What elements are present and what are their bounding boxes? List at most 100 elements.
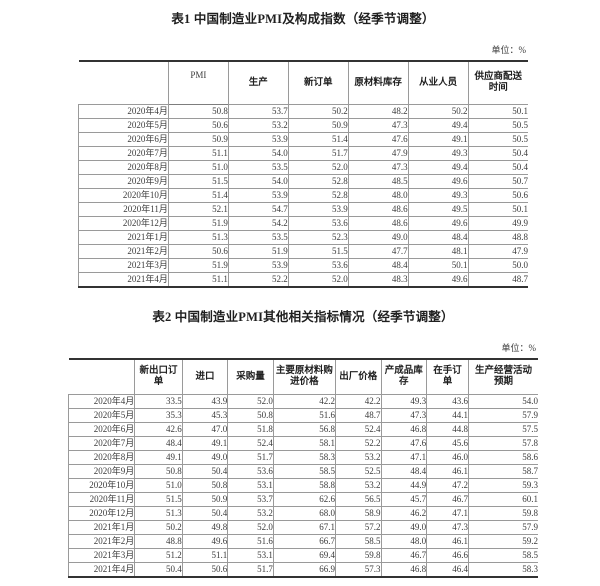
table-2-column-header-input-prices-label: 主要原材料购进价格	[275, 366, 333, 387]
table-1-column-header-production: 生产	[227, 60, 289, 105]
table-cell-value: 51.0	[167, 160, 229, 175]
row-month-label: 2020年5月	[67, 408, 136, 423]
table-cell-value: 44.9	[380, 478, 428, 493]
table-2-column-header-purchase-volume: 采购量	[227, 358, 274, 395]
row-month-label: 2020年8月	[67, 450, 136, 465]
table-cell-value: 46.0	[426, 450, 469, 465]
table-cell-value: 59.2	[467, 534, 538, 549]
table-2: 新出口订单 进口 采购量 主要原材料购进价格 出厂价格 产成	[67, 358, 538, 578]
table-cell-value: 53.9	[227, 132, 289, 147]
table-cell-value: 53.2	[227, 506, 274, 521]
table-row: 2020年10月 51.4 53.9 52.8 48.0 49.3 50.6	[78, 188, 528, 203]
table-cell-value: 46.1	[426, 534, 469, 549]
table-cell-value: 53.6	[227, 464, 274, 479]
table-cell-value: 46.2	[380, 506, 428, 521]
table-cell-value: 47.0	[181, 422, 229, 437]
table-cell-value: 48.4	[134, 436, 183, 451]
table-cell-value: 44.8	[426, 422, 469, 437]
table-cell-value: 53.1	[227, 478, 274, 493]
table-cell-value: 68.0	[272, 506, 336, 521]
table-cell-value: 56.5	[334, 492, 382, 507]
table-cell-value: 52.0	[227, 394, 274, 409]
table-cell-value: 47.7	[347, 244, 409, 259]
table-2-column-header-business-expectations: 生产经营活动预期	[467, 358, 538, 395]
table-cell-value: 50.8	[181, 478, 229, 493]
table-cell-value: 54.0	[227, 146, 289, 161]
table-1-column-header-raw-material-inventory-label: 原材料库存	[354, 77, 402, 88]
table-cell-value: 60.1	[467, 492, 538, 507]
table-cell-value: 50.4	[181, 506, 229, 521]
table-cell-value: 50.1	[467, 104, 528, 119]
table-2-column-header-new-export-orders: 新出口订单	[134, 358, 183, 395]
table-cell-value: 46.7	[380, 548, 428, 563]
table-cell-value: 50.6	[181, 562, 229, 578]
table-cell-value: 58.3	[272, 450, 336, 465]
table-2-column-header-finished-goods-inventory: 产成品库存	[380, 358, 428, 395]
table-cell-value: 52.8	[287, 174, 349, 189]
table-cell-value: 33.5	[134, 394, 183, 409]
table-cell-value: 58.6	[467, 450, 538, 465]
table-cell-value: 49.3	[380, 394, 428, 409]
table-cell-value: 51.9	[167, 216, 229, 231]
table-cell-value: 48.7	[334, 408, 382, 423]
table-row: 2020年10月 51.0 50.8 53.1 58.8 53.2 44.9 47.2 59.3	[67, 478, 538, 493]
table-2-column-header-output-prices: 出厂价格	[334, 358, 382, 395]
table-cell-value: 46.6	[426, 548, 469, 563]
table-cell-value: 50.5	[467, 132, 528, 147]
table-1-header-row: PMI 生产 新订单 原材料库存 从业人员 供应商配送时间	[78, 60, 528, 105]
row-month-label: 2020年4月	[67, 394, 136, 409]
table-cell-value: 48.6	[347, 202, 409, 217]
table-cell-value: 43.6	[426, 394, 469, 409]
table-cell-value: 49.0	[347, 230, 409, 245]
table-cell-value: 47.6	[347, 132, 409, 147]
table-cell-value: 42.6	[134, 422, 183, 437]
table-cell-value: 51.9	[227, 244, 289, 259]
row-month-label: 2020年5月	[78, 118, 169, 133]
table-cell-value: 47.1	[426, 506, 469, 521]
table-1-header: PMI 生产 新订单 原材料库存 从业人员 供应商配送时间	[78, 60, 528, 105]
table-2-unit-label: 单位：%	[501, 343, 537, 353]
table-cell-value: 46.7	[426, 492, 469, 507]
table-cell-value: 53.1	[227, 548, 274, 563]
table-cell-value: 48.0	[347, 188, 409, 203]
table-cell-value: 53.2	[334, 478, 382, 493]
table-cell-value: 57.3	[334, 562, 382, 578]
row-month-label: 2020年10月	[78, 188, 169, 203]
table-1-column-header-new-orders-label: 新订单	[303, 77, 333, 88]
table-cell-value: 58.3	[467, 562, 538, 578]
row-month-label: 2020年11月	[67, 492, 136, 507]
table-cell-value: 49.1	[407, 132, 469, 147]
table-row: 2020年12月 51.9 54.2 53.6 48.6 49.6 49.9	[78, 216, 528, 231]
table-2-column-header-business-expectations-label: 生产经营活动预期	[474, 366, 532, 387]
row-month-label: 2020年12月	[67, 506, 136, 521]
table-cell-value: 49.1	[134, 450, 183, 465]
table-cell-value: 48.3	[347, 272, 409, 288]
table-cell-value: 50.9	[181, 492, 229, 507]
table-cell-value: 59.8	[334, 548, 382, 563]
table-cell-value: 58.8	[272, 478, 336, 493]
table-cell-value: 59.3	[467, 478, 538, 493]
table-cell-value: 51.6	[272, 408, 336, 423]
table-2-column-header-purchase-volume-label: 采购量	[236, 371, 265, 382]
table-cell-value: 56.8	[272, 422, 336, 437]
table-cell-value: 50.4	[467, 160, 528, 175]
table-1-column-header-employment: 从业人员	[407, 60, 469, 105]
table-cell-value: 52.4	[334, 422, 382, 437]
table-row: 2021年4月 51.1 52.2 52.0 48.3 49.6 48.7	[78, 272, 528, 288]
row-month-label: 2021年3月	[67, 548, 136, 563]
table-cell-value: 54.2	[227, 216, 289, 231]
table-cell-value: 48.0	[380, 534, 428, 549]
table-cell-value: 50.1	[467, 202, 528, 217]
table-row: 2020年5月 35.3 45.3 50.8 51.6 48.7 47.3 44.1 57.9	[67, 408, 538, 423]
table-1-column-header-supplier-delivery-time: 供应商配送时间	[467, 60, 528, 105]
table-2-section: 表2 中国制造业PMI其他相关指标情况（经季节调整） 单位：% 新出口订单	[67, 306, 538, 578]
table-cell-value: 49.6	[181, 534, 229, 549]
table-cell-value: 53.5	[227, 230, 289, 245]
table-1: PMI 生产 新订单 原材料库存 从业人员 供应商配送时间	[78, 60, 528, 288]
table-cell-value: 46.4	[426, 562, 469, 578]
table-cell-value: 51.4	[287, 132, 349, 147]
table-2-corner-cell	[68, 358, 136, 395]
table-2-column-header-imports-label: 进口	[195, 371, 215, 382]
table-cell-value: 51.2	[134, 548, 183, 563]
